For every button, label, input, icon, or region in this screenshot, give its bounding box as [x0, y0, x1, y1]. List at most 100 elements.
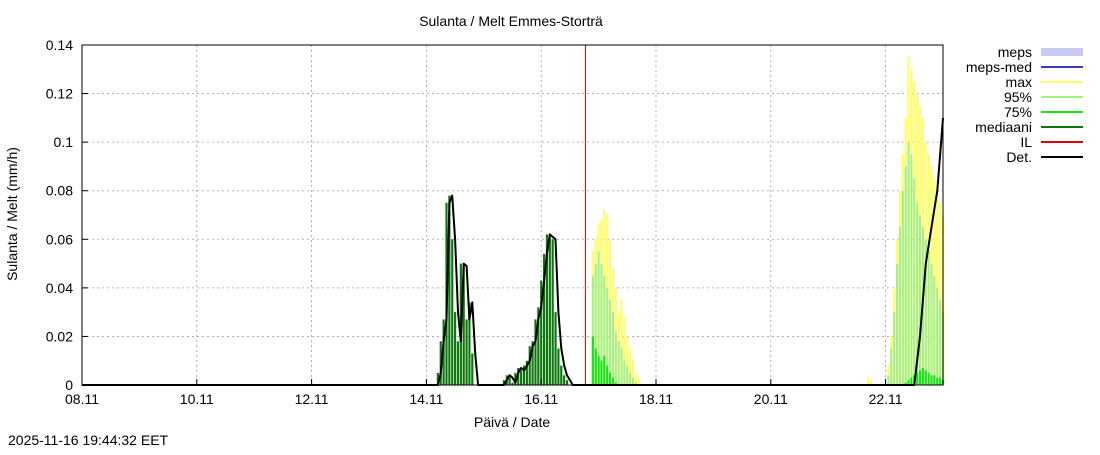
- grid-lines: [82, 45, 943, 385]
- p95-bar: [603, 275, 606, 385]
- p75-bar: [939, 377, 942, 385]
- observed-bar: [462, 266, 465, 385]
- p95-bar: [597, 251, 600, 385]
- legend-swatch: [1041, 48, 1083, 56]
- max-bar: [623, 317, 626, 385]
- p95-bar: [609, 300, 612, 385]
- data-lines: [82, 45, 944, 386]
- observed-bar: [540, 280, 543, 385]
- p95-bar: [620, 348, 623, 385]
- p95-bar: [634, 382, 637, 385]
- p95-bar: [898, 227, 902, 385]
- timestamp-label: 2025-11-16 19:44:32 EET: [8, 432, 169, 448]
- legend-label: meps: [998, 44, 1032, 60]
- observed-bar: [522, 365, 526, 385]
- p95-bar: [916, 202, 919, 385]
- p95-bar: [901, 190, 904, 385]
- x-tick-label: 10.11: [180, 391, 214, 407]
- p75-bar: [611, 377, 615, 385]
- observed-bar: [560, 365, 563, 385]
- p95-bar: [924, 239, 927, 385]
- axis-ticks: 08.11 10.11 12.11 14.11 16.11 18.11 20.11 22.11…: [46, 37, 903, 407]
- plot-frame: [81, 44, 944, 386]
- observed-bar: [471, 353, 474, 385]
- max-bar: [867, 377, 870, 385]
- p95-bar: [606, 287, 609, 385]
- p95-bar: [904, 166, 907, 385]
- p75-bar: [606, 365, 609, 385]
- observed-bar: [514, 372, 517, 385]
- p95-bar: [887, 375, 890, 385]
- max-bar: [634, 372, 637, 385]
- y-tick-label: 0.04: [46, 280, 73, 296]
- p95-bar: [927, 251, 930, 385]
- p95-bar: [594, 263, 597, 385]
- p75-bar: [597, 355, 600, 385]
- p95-bar: [893, 312, 896, 385]
- x-tick-label: 16.11: [524, 391, 558, 407]
- observed-bar: [557, 348, 560, 385]
- p75-bar: [609, 372, 612, 385]
- max-bar: [637, 377, 640, 385]
- x-tick-label: 12.11: [295, 391, 329, 407]
- p95-bar: [907, 142, 910, 385]
- p75-bar: [594, 348, 597, 385]
- legend-label: meps-med: [966, 59, 1032, 75]
- legend-label: 95%: [1004, 89, 1032, 105]
- observed-bar: [454, 312, 457, 385]
- observed-bar: [525, 360, 528, 385]
- y-axis-label: Sulanta / Melt (mm/h): [4, 147, 20, 281]
- observed-bar: [468, 302, 471, 385]
- observed-bar: [548, 236, 551, 385]
- p95-bar: [930, 263, 933, 385]
- p95-bar: [896, 263, 899, 385]
- observed-bar: [511, 382, 514, 385]
- observed-bar: [436, 372, 439, 385]
- legend-label: max: [1006, 74, 1032, 90]
- observed-bar: [537, 307, 540, 385]
- p95-bar: [591, 275, 594, 385]
- observed-bar: [451, 239, 454, 385]
- observed-bar: [563, 375, 566, 385]
- p75-bar: [614, 382, 617, 385]
- p95-bar: [600, 263, 603, 385]
- observed-bar: [542, 253, 546, 385]
- observed-bar: [517, 368, 520, 385]
- y-tick-label: 0.12: [46, 86, 73, 102]
- max-bar: [870, 380, 873, 385]
- p75-bar: [603, 355, 606, 385]
- p75-bar: [600, 360, 603, 385]
- p75-bar: [907, 380, 910, 385]
- observed-bar: [508, 377, 511, 385]
- p95-bar: [933, 275, 936, 385]
- observed-bar: [448, 195, 451, 385]
- x-tick-label: 20.11: [754, 391, 788, 407]
- y-tick-label: 0.08: [46, 183, 73, 199]
- max-bar: [939, 202, 942, 385]
- p95-bar: [631, 377, 635, 385]
- x-tick-label: 22.11: [869, 391, 903, 407]
- x-tick-label: 08.11: [65, 391, 99, 407]
- max-bar: [620, 300, 623, 385]
- y-tick-label: 0.06: [46, 231, 73, 247]
- observed-bar: [551, 239, 554, 385]
- legend-label: Det.: [1006, 149, 1032, 165]
- observed-bar: [502, 380, 505, 385]
- p75-bar: [921, 368, 924, 385]
- chart-title: Sulanta / Melt Emmes-Storträ: [419, 13, 603, 29]
- x-tick-label: 14.11: [409, 391, 443, 407]
- p95-bar: [918, 215, 922, 385]
- x-tick-label: 18.11: [639, 391, 673, 407]
- p95-bar: [939, 300, 942, 385]
- x-axis-label: Päivä / Date: [474, 414, 550, 430]
- p95-bar: [611, 312, 615, 385]
- p75-bar: [591, 336, 594, 385]
- p95-bar: [910, 154, 913, 385]
- p75-bar: [930, 375, 933, 385]
- p95-bar: [623, 360, 626, 385]
- p95-bar: [626, 365, 629, 385]
- y-tick-label: 0.02: [46, 328, 73, 344]
- observed-bar: [528, 346, 531, 385]
